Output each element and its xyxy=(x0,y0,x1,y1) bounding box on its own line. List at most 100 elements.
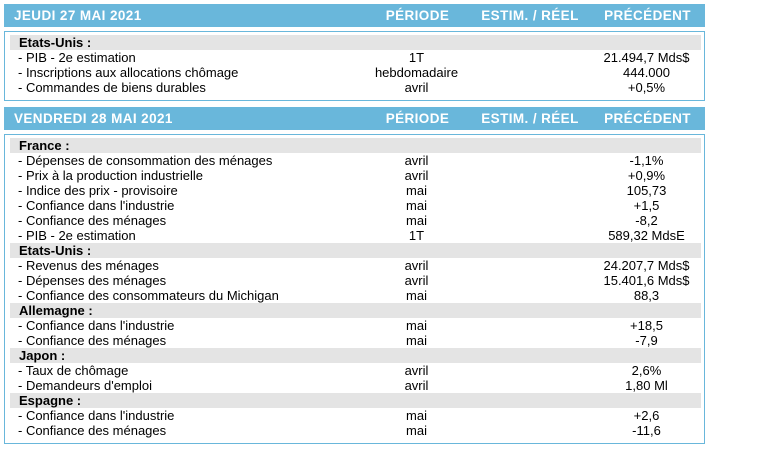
row-label: - Prix à la production industrielle xyxy=(18,168,203,183)
row-estim-reel xyxy=(469,50,589,65)
table-row: - Revenus des ménages avril 24.207,7 Mds$ xyxy=(5,258,704,273)
row-precedent: 589,32 MdsE xyxy=(608,228,685,243)
row-estim-reel xyxy=(469,228,589,243)
row-periode: mai xyxy=(406,333,427,348)
row-periode: avril xyxy=(404,363,429,378)
row-precedent: +2,6 xyxy=(633,408,660,423)
row-periode: mai xyxy=(406,183,427,198)
day-section: VENDREDI 28 MAI 2021 PÉRIODE ESTIM. / RÉ… xyxy=(4,107,705,444)
row-periode: avril xyxy=(404,273,429,288)
row-estim-reel xyxy=(469,273,589,288)
row-estim-reel xyxy=(469,65,589,80)
row-estim-reel xyxy=(469,198,589,213)
table-row: - Confiance dans l'industrie mai +2,6 xyxy=(5,408,704,423)
table-row: - PIB - 2e estimation 1T 21.494,7 Mds$ xyxy=(5,50,704,65)
day-body: France :- Dépenses de consommation des m… xyxy=(4,134,705,444)
row-precedent: -8,2 xyxy=(635,213,658,228)
row-periode: mai xyxy=(406,198,427,213)
row-periode: avril xyxy=(404,378,429,393)
row-periode: avril xyxy=(404,258,429,273)
row-precedent: 444.000 xyxy=(623,65,670,80)
table-row: - Taux de chômage avril 2,6% xyxy=(5,363,704,378)
row-label: - Taux de chômage xyxy=(18,363,129,378)
row-periode: hebdomadaire xyxy=(374,65,459,80)
row-precedent: 21.494,7 Mds$ xyxy=(603,50,690,65)
row-estim-reel xyxy=(469,333,589,348)
row-precedent: +0,9% xyxy=(627,168,666,183)
row-estim-reel xyxy=(469,80,589,95)
day-date: VENDREDI 28 MAI 2021 xyxy=(14,111,173,126)
row-periode: mai xyxy=(406,408,427,423)
row-precedent: 15.401,6 Mds$ xyxy=(603,273,690,288)
row-periode: avril xyxy=(404,168,429,183)
row-precedent: +1,5 xyxy=(633,198,660,213)
row-estim-reel xyxy=(469,363,589,378)
row-precedent: +0,5% xyxy=(627,80,666,95)
row-label: - PIB - 2e estimation xyxy=(18,228,136,243)
table-row: - Confiance des ménages mai -8,2 xyxy=(5,213,704,228)
country-band: Japon : xyxy=(10,348,701,363)
row-estim-reel xyxy=(469,408,589,423)
row-label: - Confiance dans l'industrie xyxy=(18,198,175,213)
country-band: Etats-Unis : xyxy=(10,243,701,258)
table-row: - PIB - 2e estimation 1T 589,32 MdsE xyxy=(5,228,704,243)
table-row: - Confiance dans l'industrie mai +18,5 xyxy=(5,318,704,333)
table-row: - Demandeurs d'emploi avril 1,80 Ml xyxy=(5,378,704,393)
table-row: - Inscriptions aux allocations chômage he… xyxy=(5,65,704,80)
table-row: - Confiance des consommateurs du Michiga… xyxy=(5,288,704,303)
row-precedent: 2,6% xyxy=(631,363,662,378)
table-row: - Dépenses des ménages avril 15.401,6 Mds$ xyxy=(5,273,704,288)
row-label: - Commandes de biens durables xyxy=(18,80,206,95)
day-body: Etats-Unis :- PIB - 2e estimation 1T 21.49… xyxy=(4,31,705,101)
row-estim-reel xyxy=(469,318,589,333)
row-label: - Indice des prix - provisoire xyxy=(18,183,178,198)
row-label: - Inscriptions aux allocations chômage xyxy=(18,65,239,80)
column-header-estim-reel: ESTIM. / RÉEL xyxy=(481,111,579,126)
country-band: Allemagne : xyxy=(10,303,701,318)
column-header-precedent: PRÉCÉDENT xyxy=(604,111,691,126)
row-precedent: 24.207,7 Mds$ xyxy=(603,258,690,273)
row-label: - Confiance dans l'industrie xyxy=(18,318,175,333)
row-estim-reel xyxy=(469,378,589,393)
row-periode: avril xyxy=(404,80,429,95)
row-label: - Confiance des ménages xyxy=(18,423,167,438)
country-band: Etats-Unis : xyxy=(10,35,701,50)
row-periode: mai xyxy=(406,213,427,228)
table-row: - Confiance des ménages mai -7,9 xyxy=(5,333,704,348)
row-periode: mai xyxy=(406,423,427,438)
row-precedent: 1,80 Ml xyxy=(625,378,668,393)
row-precedent: 105,73 xyxy=(626,183,667,198)
row-periode: avril xyxy=(404,153,429,168)
country-band: Espagne : xyxy=(10,393,701,408)
column-header-precedent: PRÉCÉDENT xyxy=(604,8,691,23)
table-row: - Confiance des ménages mai -11,6 xyxy=(5,423,704,438)
country-band: France : xyxy=(10,138,701,153)
day-header-bar: VENDREDI 28 MAI 2021 PÉRIODE ESTIM. / RÉ… xyxy=(4,107,705,130)
row-periode: mai xyxy=(406,318,427,333)
row-precedent: 88,3 xyxy=(633,288,660,303)
column-header-periode: PÉRIODE xyxy=(385,8,450,23)
row-label: - Confiance dans l'industrie xyxy=(18,408,175,423)
row-precedent: +18,5 xyxy=(630,318,663,333)
row-label: - Dépenses de consommation des ménages xyxy=(18,153,273,168)
table-row: - Indice des prix - provisoire mai 105,73 xyxy=(5,183,704,198)
row-label: - PIB - 2e estimation xyxy=(18,50,136,65)
row-precedent: -11,6 xyxy=(632,423,661,438)
row-label: - Confiance des ménages xyxy=(18,333,167,348)
row-estim-reel xyxy=(469,213,589,228)
row-periode: mai xyxy=(406,288,427,303)
row-precedent: -1,1% xyxy=(629,153,664,168)
table-row: - Prix à la production industrielle avril… xyxy=(5,168,704,183)
table-row: - Confiance dans l'industrie mai +1,5 xyxy=(5,198,704,213)
day-section: JEUDI 27 MAI 2021 PÉRIODE ESTIM. / RÉEL … xyxy=(4,4,705,101)
row-estim-reel xyxy=(469,168,589,183)
column-header-periode: PÉRIODE xyxy=(385,111,450,126)
row-label: - Revenus des ménages xyxy=(18,258,159,273)
table-row: - Commandes de biens durables avril +0,5% xyxy=(5,80,704,95)
table-row: - Dépenses de consommation des ménages av… xyxy=(5,153,704,168)
row-label: - Confiance des ménages xyxy=(18,213,167,228)
row-periode: 1T xyxy=(408,50,425,65)
row-estim-reel xyxy=(469,423,589,438)
column-header-estim-reel: ESTIM. / RÉEL xyxy=(481,8,579,23)
